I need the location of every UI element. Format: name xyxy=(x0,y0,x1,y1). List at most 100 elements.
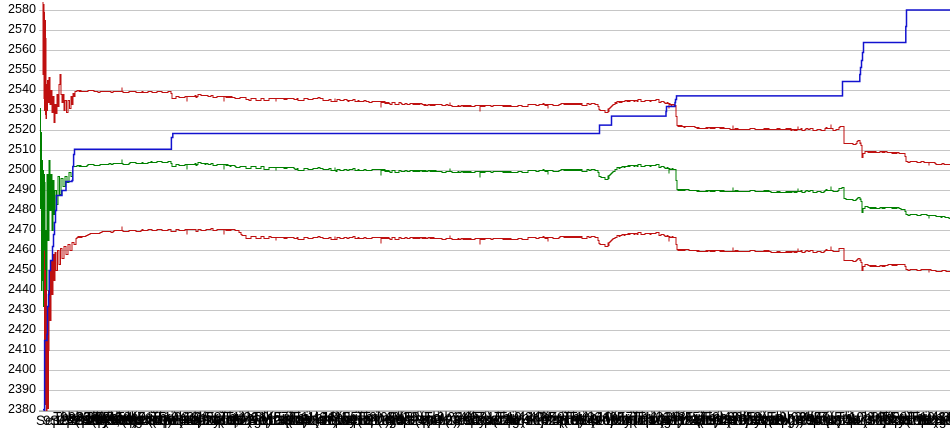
svg-text:11h17(Fri): 11h17(Fri) xyxy=(597,410,658,425)
svg-text:9h06(Fri): 9h06(Fri) xyxy=(712,410,767,425)
svg-text:11:08:10y11,10g: 11:08:10y11,10g xyxy=(573,413,672,428)
svg-text:Sep24(Thu)11:13pm: Sep24(Thu)11:13pm xyxy=(594,413,717,428)
svg-text:Sep24 11:23:43: Sep24 11:23:43 xyxy=(217,413,311,428)
svg-text:Sep24 11:23:31: Sep24 11:23:31 xyxy=(629,413,723,428)
svg-text:10h29(Fri): 10h29(Fri) xyxy=(184,410,246,425)
svg-text:10:08:22y10,22g: 10:08:22y10,22g xyxy=(161,413,262,428)
svg-text:Thu23d55: Thu23d55 xyxy=(837,410,898,425)
svg-text:Thu43d59: Thu43d59 xyxy=(700,410,761,425)
svg-text:2440: 2440 xyxy=(8,282,36,296)
svg-text:Sep24 9:03:27: Sep24 9:03:27 xyxy=(765,413,853,428)
svg-text:9:58:20 (9):20: 9:58:20 (9):20 xyxy=(739,413,823,428)
svg-text:2530: 2530 xyxy=(8,102,36,116)
svg-text:10:48:42 (10):42: 10:48:42 (10):42 xyxy=(504,413,603,428)
svg-text:10h54(Fri): 10h54(Fri) xyxy=(95,410,157,425)
svg-text:11h45(Fri): 11h45(Fri) xyxy=(663,410,724,425)
svg-text:11:38:04 (11):04: 11:38:04 (11):04 xyxy=(259,413,357,428)
svg-text:Sep24(Thu)11:33pm: Sep24(Thu)11:33pm xyxy=(660,413,783,428)
svg-text:11h50(Fri): 11h50(Fri) xyxy=(233,410,294,425)
svg-text:2560: 2560 xyxy=(8,42,36,56)
svg-text:Thu23d31: Thu23d31 xyxy=(633,410,694,425)
svg-text:9:18:12 (9):12: 9:18:12 (9):12 xyxy=(43,413,127,428)
svg-text:Thu23d19: Thu23d19 xyxy=(53,410,114,425)
svg-text:2500: 2500 xyxy=(8,162,36,176)
svg-text:9h53(Fri): 9h53(Fri) xyxy=(390,410,445,425)
svg-text:9h14(Fri): 9h14(Fri) xyxy=(437,410,492,425)
svg-text:11h25(Fri): 11h25(Fri) xyxy=(322,410,383,425)
svg-text:10:28:02y10,02g: 10:28:02y10,02g xyxy=(846,413,947,428)
svg-text:2460: 2460 xyxy=(8,242,36,256)
svg-text:Sep24(Thu)11:53pm: Sep24(Thu)11:53pm xyxy=(318,413,441,428)
svg-text:2520: 2520 xyxy=(8,122,36,136)
svg-text:Thu43d35: Thu43d35 xyxy=(494,410,555,425)
svg-text:Sep24(Thu)11:53pm: Sep24(Thu)11:53pm xyxy=(936,413,950,428)
svg-text:9h41(Fri): 9h41(Fri) xyxy=(800,410,855,425)
svg-text:Sep24(Thu)9:13pm: Sep24(Thu)9:13pm xyxy=(36,413,152,428)
svg-text:11h57(Fri): 11h57(Fri) xyxy=(252,410,313,425)
svg-text:Thu03d15: Thu03d15 xyxy=(151,410,212,425)
svg-text:2420: 2420 xyxy=(8,322,36,336)
svg-text:2490: 2490 xyxy=(8,182,36,196)
svg-text:10h01(Fri): 10h01(Fri) xyxy=(116,410,178,425)
svg-text:11:28:38 (11):38: 11:28:38 (11):38 xyxy=(641,413,738,428)
svg-text:2450: 2450 xyxy=(8,262,36,276)
svg-text:9h34(Fri): 9h34(Fri) xyxy=(779,410,834,425)
svg-text:Sep24 9:23:19: Sep24 9:23:19 xyxy=(50,413,138,428)
svg-text:11:38:52 (11):52: 11:38:52 (11):52 xyxy=(671,413,768,428)
svg-text:Thu03d03: Thu03d03 xyxy=(564,410,625,425)
svg-text:9h13(Fri): 9h13(Fri) xyxy=(732,410,787,425)
svg-text:9:18:00 (9):00: 9:18:00 (9):00 xyxy=(396,413,480,428)
svg-text:10:48:30 (10):30: 10:48:30 (10):30 xyxy=(917,413,950,428)
svg-text:10h42(Fri): 10h42(Fri) xyxy=(507,410,569,425)
svg-text:10h49(Fri): 10h49(Fri) xyxy=(527,410,589,425)
svg-text:9:28:14y9,14g: 9:28:14y9,14g xyxy=(434,413,520,428)
svg-text:9:08:46 (9):46: 9:08:46 (9):46 xyxy=(366,413,450,428)
svg-text:10h21(Fri): 10h21(Fri) xyxy=(457,410,519,425)
svg-text:Thu43d11: Thu43d11 xyxy=(289,410,349,425)
svg-text:Sep24 10:03:03: Sep24 10:03:03 xyxy=(561,413,656,428)
svg-text:2550: 2550 xyxy=(8,62,36,76)
svg-text:2510: 2510 xyxy=(8,142,36,156)
svg-text:9h33(Fri): 9h33(Fri) xyxy=(68,410,123,425)
svg-text:Thu03d39: Thu03d39 xyxy=(357,410,418,425)
svg-text:Sep24(Thu)10:13pm: Sep24(Thu)10:13pm xyxy=(181,413,305,428)
svg-text:2390: 2390 xyxy=(8,382,36,396)
svg-text:2480: 2480 xyxy=(8,202,36,216)
svg-text:Sep24(Thu)9:13pm: Sep24(Thu)9:13pm xyxy=(387,413,503,428)
svg-text:10:18:48 (10):48: 10:18:48 (10):48 xyxy=(807,413,906,428)
svg-text:Thu43d23: Thu43d23 xyxy=(908,410,950,425)
svg-text:2380: 2380 xyxy=(8,402,36,416)
svg-text:11:48:18y11,18g: 11:48:18y11,18g xyxy=(298,413,397,428)
svg-text:11h18(Fri): 11h18(Fri) xyxy=(301,410,362,425)
svg-text:Sep24 10:23:55: Sep24 10:23:55 xyxy=(833,413,928,428)
svg-text:Sep24(Thu)9:53pm: Sep24(Thu)9:53pm xyxy=(729,413,845,428)
svg-text:9:38:40 (9):40: 9:38:40 (9):40 xyxy=(73,413,157,428)
svg-text:Sep24 9:23:07: Sep24 9:23:07 xyxy=(421,413,509,428)
svg-text:Thu23d43: Thu23d43 xyxy=(220,410,281,425)
svg-text:Sep24(Thu)10:53pm: Sep24(Thu)10:53pm xyxy=(524,413,648,428)
svg-text:10h09(Fri): 10h09(Fri) xyxy=(870,410,932,425)
svg-text:Sep24 11:43:11: Sep24 11:43:11 xyxy=(286,413,379,428)
svg-text:2540: 2540 xyxy=(8,82,36,96)
svg-text:Sep24 9:43:59: Sep24 9:43:59 xyxy=(697,413,785,428)
svg-text:9:28:26y9,26g: 9:28:26y9,26g xyxy=(57,413,143,428)
svg-text:2400: 2400 xyxy=(8,362,36,376)
svg-text:Sep24(Thu)10:33pm: Sep24(Thu)10:33pm xyxy=(867,413,950,428)
svg-text:11h38(Fri): 11h38(Fri) xyxy=(644,410,705,425)
svg-text:2430: 2430 xyxy=(8,302,36,316)
svg-text:Thu03d27: Thu03d27 xyxy=(768,410,829,425)
svg-text:Thu43d47: Thu43d47 xyxy=(84,410,145,425)
svg-text:9h26(Fri): 9h26(Fri) xyxy=(60,410,115,425)
svg-text:10h02(Fri): 10h02(Fri) xyxy=(849,410,911,425)
svg-text:11h10(Fri): 11h10(Fri) xyxy=(576,410,637,425)
svg-text:2470: 2470 xyxy=(8,222,36,236)
svg-text:11h37(Fri): 11h37(Fri) xyxy=(939,410,950,425)
svg-text:10h22(Fri): 10h22(Fri) xyxy=(164,410,226,425)
svg-text:10h30(Fri): 10h30(Fri) xyxy=(920,410,950,425)
svg-text:11:28:50 (11):50: 11:28:50 (11):50 xyxy=(230,413,327,428)
svg-text:10:38:28 (10):28: 10:38:28 (10):28 xyxy=(464,413,563,428)
svg-text:Sep24 10:43:35: Sep24 10:43:35 xyxy=(491,413,586,428)
svg-text:Thu23d07: Thu23d07 xyxy=(424,410,485,425)
svg-text:10:58:08 (10):08: 10:58:08 (10):08 xyxy=(122,413,221,428)
svg-text:2410: 2410 xyxy=(8,342,36,356)
